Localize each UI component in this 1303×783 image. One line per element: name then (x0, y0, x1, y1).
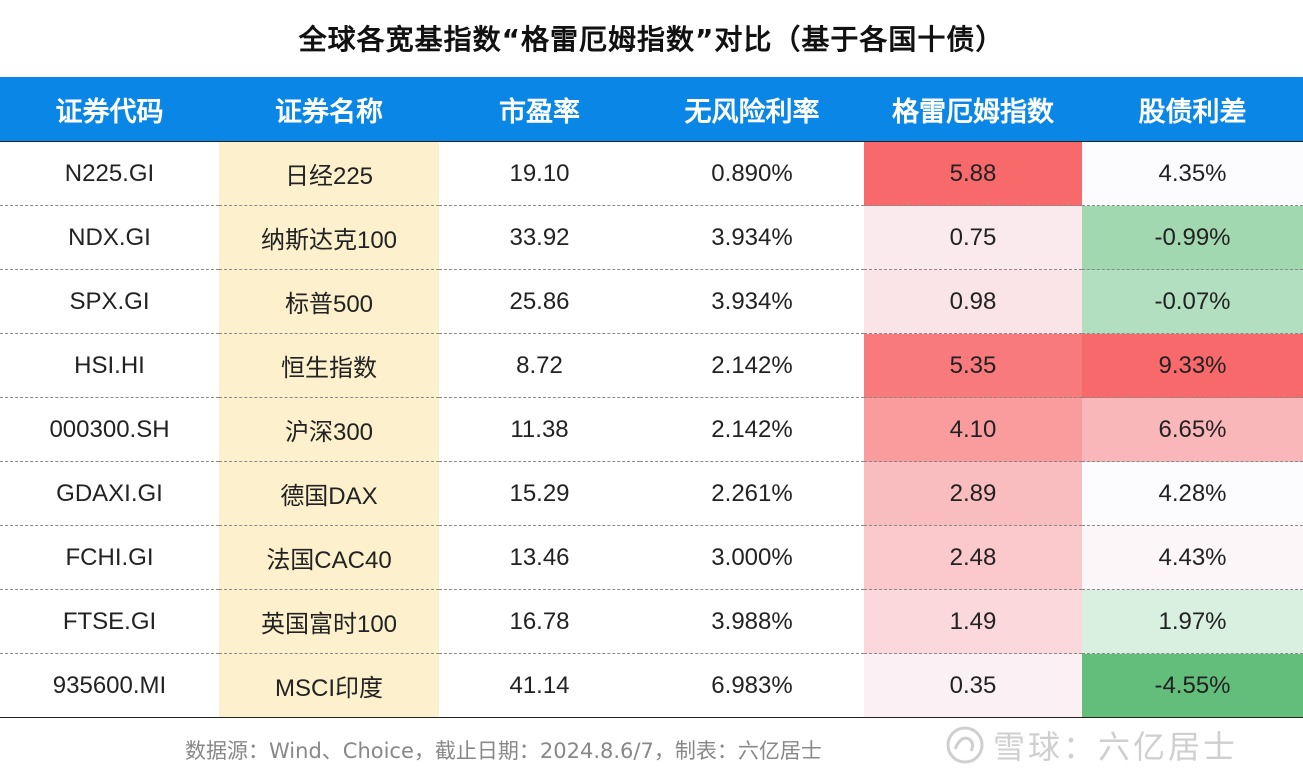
cell-graham-index: 5.88 (864, 141, 1082, 206)
table-row: 000300.SH 沪深300 11.38 2.142% 4.10 6.65% (0, 397, 1303, 462)
cell-name: MSCI印度 (219, 653, 439, 718)
cell-name: 英国富时100 (219, 589, 439, 654)
cell-name: 法国CAC40 (219, 525, 439, 590)
cell-equity-bond-spread: 6.65% (1082, 397, 1303, 462)
cell-graham-index: 1.49 (864, 589, 1082, 654)
cell-risk-free-rate: 0.890% (640, 141, 864, 206)
header-name: 证券名称 (219, 77, 439, 142)
cell-risk-free-rate: 3.000% (640, 525, 864, 590)
cell-equity-bond-spread: 4.35% (1082, 141, 1303, 206)
cell-equity-bond-spread: -0.99% (1082, 205, 1303, 270)
page-title: 全球各宽基指数“格雷厄姆指数”对比（基于各国十债） (298, 23, 1005, 56)
table-body: N225.GI 日经225 19.10 0.890% 5.88 4.35% NDX.GI 纳斯… (0, 141, 1303, 718)
table-row: N225.GI 日经225 19.10 0.890% 5.88 4.35% (0, 141, 1303, 206)
cell-name: 恒生指数 (219, 333, 439, 398)
table-row: GDAXI.GI 德国DAX 15.29 2.261% 2.89 4.28% (0, 461, 1303, 526)
cell-risk-free-rate: 3.934% (640, 205, 864, 270)
cell-graham-index: 4.10 (864, 397, 1082, 462)
cell-pe: 25.86 (439, 269, 640, 334)
cell-code: HSI.HI (0, 333, 219, 398)
cell-graham-index: 2.48 (864, 525, 1082, 590)
cell-pe: 41.14 (439, 653, 640, 718)
comparison-table: 证券代码 证券名称 市盈率 无风险利率 格雷厄姆指数 股债利差 N225.GI 日… (0, 77, 1303, 718)
table-row: 935600.MI MSCI印度 41.14 6.983% 0.35 -4.55% (0, 653, 1303, 718)
header-equity-bond-spread: 股债利差 (1082, 77, 1303, 142)
watermark: 雪球：六亿居士 (945, 722, 1238, 768)
cell-name: 纳斯达克100 (219, 205, 439, 270)
table-row: SPX.GI 标普500 25.86 3.934% 0.98 -0.07% (0, 269, 1303, 334)
watermark-text: 雪球：六亿居士 (993, 728, 1239, 766)
cell-code: FCHI.GI (0, 525, 219, 590)
cell-risk-free-rate: 3.934% (640, 269, 864, 334)
cell-code: GDAXI.GI (0, 461, 219, 526)
cell-code: N225.GI (0, 141, 219, 206)
cell-code: SPX.GI (0, 269, 219, 334)
table-row: FCHI.GI 法国CAC40 13.46 3.000% 2.48 4.43% (0, 525, 1303, 590)
header-code: 证券代码 (0, 77, 219, 142)
cell-risk-free-rate: 6.983% (640, 653, 864, 718)
cell-risk-free-rate: 2.142% (640, 397, 864, 462)
table-row: NDX.GI 纳斯达克100 33.92 3.934% 0.75 -0.99% (0, 205, 1303, 270)
cell-graham-index: 0.75 (864, 205, 1082, 270)
cell-risk-free-rate: 2.261% (640, 461, 864, 526)
cell-pe: 13.46 (439, 525, 640, 590)
cell-pe: 16.78 (439, 589, 640, 654)
cell-name: 沪深300 (219, 397, 439, 462)
cell-equity-bond-spread: 4.28% (1082, 461, 1303, 526)
header-risk-free-rate: 无风险利率 (640, 77, 864, 142)
cell-risk-free-rate: 2.142% (640, 333, 864, 398)
cell-pe: 33.92 (439, 205, 640, 270)
cell-graham-index: 0.98 (864, 269, 1082, 334)
cell-code: FTSE.GI (0, 589, 219, 654)
cell-equity-bond-spread: 4.43% (1082, 525, 1303, 590)
cell-equity-bond-spread: 9.33% (1082, 333, 1303, 398)
table-header-row: 证券代码 证券名称 市盈率 无风险利率 格雷厄姆指数 股债利差 (0, 77, 1303, 142)
table-row: HSI.HI 恒生指数 8.72 2.142% 5.35 9.33% (0, 333, 1303, 398)
cell-pe: 8.72 (439, 333, 640, 398)
cell-code: NDX.GI (0, 205, 219, 270)
cell-code: 935600.MI (0, 653, 219, 718)
cell-graham-index: 5.35 (864, 333, 1082, 398)
cell-risk-free-rate: 3.988% (640, 589, 864, 654)
cell-name: 标普500 (219, 269, 439, 334)
cell-equity-bond-spread: -0.07% (1082, 269, 1303, 334)
header-graham-index: 格雷厄姆指数 (864, 77, 1082, 142)
cell-code: 000300.SH (0, 397, 219, 462)
cell-pe: 19.10 (439, 141, 640, 206)
table-row: FTSE.GI 英国富时100 16.78 3.988% 1.49 1.97% (0, 589, 1303, 654)
cell-name: 德国DAX (219, 461, 439, 526)
cell-pe: 11.38 (439, 397, 640, 462)
snowball-logo-icon (946, 726, 984, 764)
cell-graham-index: 2.89 (864, 461, 1082, 526)
cell-equity-bond-spread: -4.55% (1082, 653, 1303, 718)
cell-equity-bond-spread: 1.97% (1082, 589, 1303, 654)
cell-name: 日经225 (219, 141, 439, 206)
cell-graham-index: 0.35 (864, 653, 1082, 718)
source-footnote: 数据源：Wind、Choice，截止日期：2024.8.6/7，制表：六亿居士 (185, 739, 822, 763)
cell-pe: 15.29 (439, 461, 640, 526)
header-pe: 市盈率 (439, 77, 640, 142)
